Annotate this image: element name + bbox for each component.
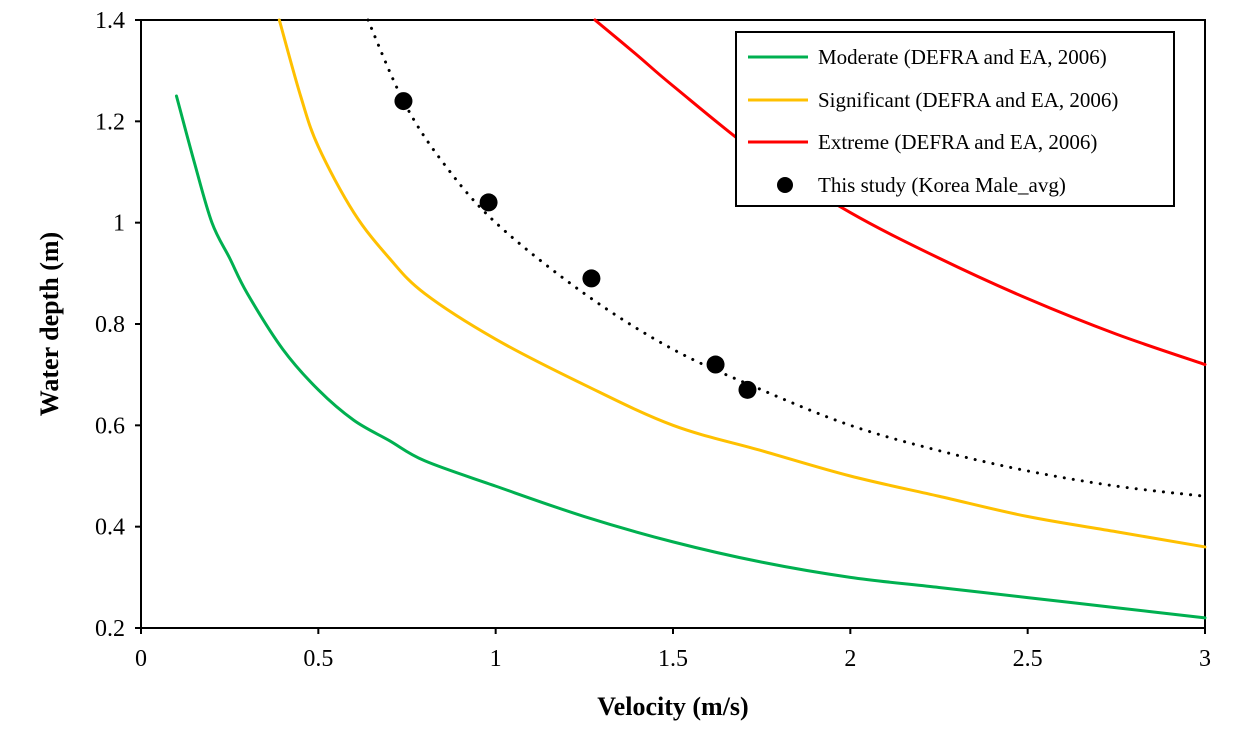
y-tick-label: 0.8	[95, 312, 125, 338]
this-study-point	[706, 355, 725, 374]
this-study-point	[479, 193, 498, 212]
legend-label-this-study: This study (Korea Male_avg)	[818, 173, 1066, 197]
y-axis-title: Water depth (m)	[35, 232, 64, 416]
this-study-point	[582, 269, 601, 288]
extreme-curve	[593, 18, 1207, 367]
legend-marker-this-study	[777, 177, 793, 193]
y-tick-label: 1.4	[95, 8, 125, 34]
x-axis-title: Velocity (m/s)	[597, 692, 748, 721]
y-tick-label: 1.2	[95, 109, 125, 135]
legend-label-significant: Significant (DEFRA and EA, 2006)	[818, 88, 1118, 112]
x-tick-label: 2	[844, 646, 856, 672]
y-tick-label: 0.4	[95, 515, 125, 541]
this-study-point	[394, 92, 413, 111]
significant-curve	[277, 18, 1207, 549]
x-tick-label: 1.5	[658, 646, 688, 672]
moderate-curve	[174, 94, 1207, 620]
x-tick-label: 1	[490, 646, 502, 672]
x-tick-label: 0.5	[303, 646, 333, 672]
y-tick-label: 1	[113, 211, 125, 237]
legend-box	[735, 31, 1175, 207]
x-tick-label: 0	[135, 646, 147, 672]
this-study-point	[738, 380, 757, 399]
y-tick-label: 0.6	[95, 413, 125, 439]
y-tick-label: 0.2	[95, 616, 125, 642]
legend-label-extreme: Extreme (DEFRA and EA, 2006)	[818, 130, 1097, 154]
x-tick-label: 2.5	[1013, 646, 1043, 672]
axis-layer: 0 0.5 1 1.5 2 2.5 3 0.2 0.4 0.6 0.8 1 1.2 1.4	[95, 8, 1211, 672]
x-tick-label: 3	[1199, 646, 1211, 672]
legend-label-moderate: Moderate (DEFRA and EA, 2006)	[818, 45, 1107, 69]
series-layer	[174, 18, 1207, 620]
legend: Moderate (DEFRA and EA, 2006) Significan…	[735, 31, 1175, 207]
